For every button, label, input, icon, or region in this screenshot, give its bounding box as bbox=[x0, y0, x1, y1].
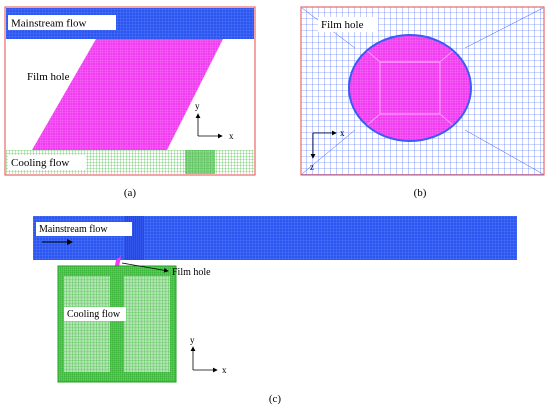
panel-c-axis-y-label: y bbox=[190, 335, 195, 345]
panel-b-caption: (b) bbox=[414, 187, 427, 199]
panel-a-mainstream-label: Mainstream flow bbox=[11, 18, 87, 30]
panel-a: Mainstream flow Film hole Cooling flow y… bbox=[4, 6, 256, 199]
panel-c-axes: y x bbox=[190, 335, 227, 375]
panel-b-axes: x z bbox=[310, 128, 345, 172]
panel-b-radial-lines bbox=[301, 7, 544, 175]
panel-c-cooling-subregion-left bbox=[64, 276, 110, 372]
panel-b-axis-x-label: x bbox=[340, 128, 345, 138]
panel-b: Film hole x z (b) bbox=[300, 6, 545, 199]
panel-c-axis-x-label: x bbox=[222, 365, 227, 375]
panel-a-axis-y-label: y bbox=[195, 101, 200, 111]
panel-a-axes: y x bbox=[195, 101, 234, 141]
panel-b-label-bg bbox=[318, 17, 378, 32]
panel-a-cooling-label-bg bbox=[8, 155, 86, 170]
panel-a-axis-x-label: x bbox=[229, 131, 234, 141]
panel-c: Mainstream flow Film hole Cooling flow y… bbox=[33, 216, 517, 405]
panel-a-film-hole-label: Film hole bbox=[27, 71, 70, 83]
panel-b-axis-z-label: z bbox=[310, 162, 314, 172]
panel-c-cooling-label: Cooling flow bbox=[67, 309, 121, 320]
panel-c-mainstream-label: Mainstream flow bbox=[39, 224, 108, 235]
panel-a-mainstream-label-bg bbox=[8, 15, 116, 30]
panel-a-caption: (a) bbox=[124, 187, 137, 199]
panel-c-film-hole-label: Film hole bbox=[172, 267, 211, 278]
panel-b-hole-core bbox=[379, 61, 441, 115]
panel-a-film-hole-region bbox=[32, 39, 223, 150]
panel-a-cooling-refinement bbox=[185, 150, 215, 174]
panel-b-film-hole-label: Film hole bbox=[321, 19, 364, 31]
panel-c-film-hole-leader bbox=[121, 262, 169, 273]
panel-c-cooling-subregion-right bbox=[124, 276, 170, 372]
panel-c-cooling-label-bg bbox=[64, 307, 126, 321]
panel-c-mainstream-label-bg bbox=[36, 222, 132, 236]
panel-c-caption: (c) bbox=[269, 393, 282, 405]
panel-a-cooling-label: Cooling flow bbox=[11, 157, 69, 169]
